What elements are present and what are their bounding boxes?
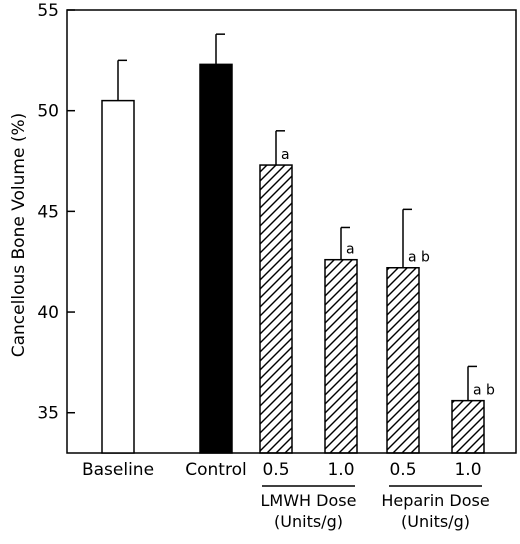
y-tick-label: 45 [37, 202, 59, 222]
bars [101, 33, 485, 454]
bar [386, 266, 420, 454]
category-label: 0.5 [262, 460, 289, 480]
group-unit-label: (Units/g) [274, 512, 343, 531]
bar [199, 63, 233, 454]
y-axis-title: Cancellous Bone Volume (%) [9, 113, 29, 358]
group-label: Heparin Dose [381, 491, 489, 510]
significance-label: a b [408, 250, 430, 266]
group-unit-label: (Units/g) [401, 512, 470, 531]
bar [101, 99, 135, 454]
group-label: LMWH Dose [261, 491, 357, 510]
bar [324, 258, 358, 454]
y-tick-label: 55 [37, 1, 59, 21]
y-tick-label: 50 [37, 102, 59, 122]
bar [259, 164, 293, 454]
category-label: Baseline [82, 460, 154, 480]
category-label: Control [185, 460, 246, 480]
y-tick-label: 35 [37, 404, 59, 424]
y-tick-label: 40 [37, 303, 59, 323]
significance-label: a [346, 242, 355, 258]
significance-label: a b [473, 383, 495, 399]
significance-label: a [281, 147, 290, 163]
category-label: 1.0 [327, 460, 354, 480]
bar [451, 399, 485, 454]
category-label: 0.5 [389, 460, 416, 480]
category-label: 1.0 [454, 460, 481, 480]
labels: Baseline Control a 0.5 a 1.0 a b 0.5 a b 1.0 LMWH … [82, 147, 495, 531]
